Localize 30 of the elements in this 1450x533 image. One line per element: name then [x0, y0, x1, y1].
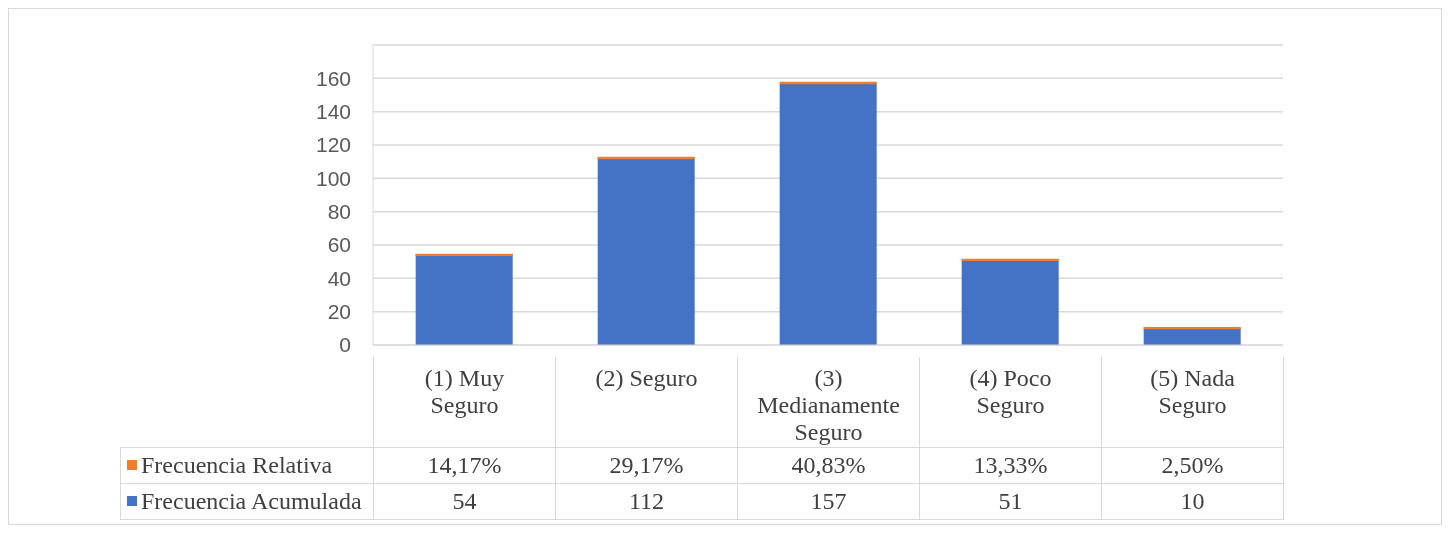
y-tick-label: 160: [315, 66, 351, 90]
data-label: 54: [452, 488, 477, 514]
data-label: 157: [810, 488, 847, 514]
data-label: 2,50%: [1161, 452, 1224, 478]
data-label: 10: [1180, 488, 1205, 514]
x-tick-label: (1) Muy Seguro: [424, 365, 505, 418]
data-label: 14,17%: [427, 452, 502, 478]
legend-label: Frecuencia Relativa: [141, 452, 333, 478]
y-tick-label: 140: [315, 100, 351, 124]
data-label: 51: [998, 488, 1023, 514]
bar: [415, 254, 513, 345]
x-tick-label: (5) Nada Seguro: [1150, 365, 1235, 418]
x-tick-label: (4) Poco Seguro: [969, 365, 1052, 418]
y-tick-label: 120: [315, 133, 351, 157]
legend-label: Frecuencia Acumulada: [141, 488, 362, 514]
x-tick-label: (3) Medianamente Seguro: [757, 365, 900, 445]
data-label: 112: [628, 488, 665, 514]
y-tick-label: 60: [327, 233, 351, 257]
bar: [779, 82, 877, 345]
bar: [597, 157, 695, 345]
data-label: 29,17%: [609, 452, 684, 478]
x-tick-label: (2) Seguro: [595, 365, 698, 391]
y-tick-label: 80: [327, 200, 351, 224]
data-label: 13,33%: [973, 452, 1048, 478]
y-tick-label: 40: [327, 266, 351, 290]
bar: [961, 259, 1059, 345]
y-tick-label: 20: [327, 300, 351, 324]
y-tick-label: 100: [315, 166, 351, 190]
y-tick-label: 0: [339, 333, 351, 357]
data-label: 40,83%: [791, 452, 866, 478]
